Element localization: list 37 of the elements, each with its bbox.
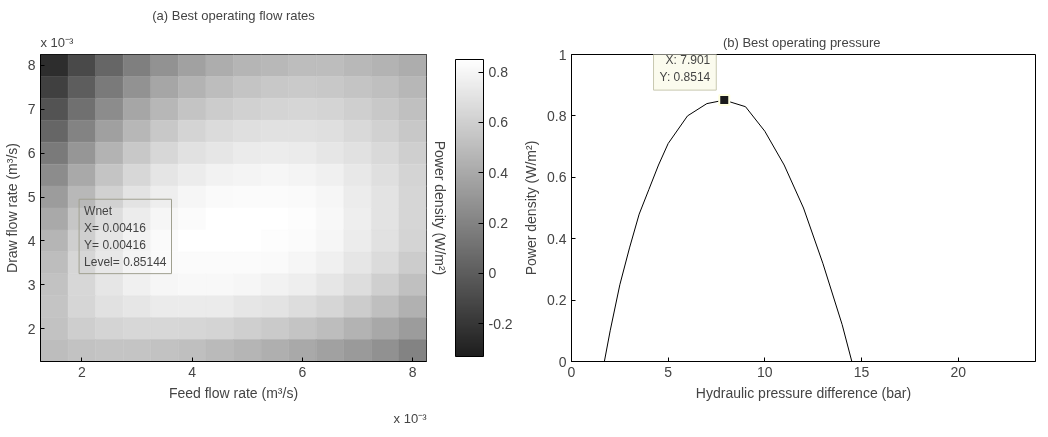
chart-title: (b) Best operating pressure bbox=[722, 34, 881, 50]
y-tick-label: 0.8 bbox=[547, 107, 567, 124]
y-tick-label: 8 bbox=[27, 57, 36, 74]
x-tick-label: 2 bbox=[77, 363, 86, 380]
color-bar-label: 0 bbox=[488, 265, 497, 282]
x-tick-label: 20 bbox=[950, 363, 967, 380]
color-bar-label: 0.6 bbox=[488, 114, 509, 131]
x-tick-label: 5 bbox=[664, 363, 673, 380]
y-axis-title: Power density (W/m²) bbox=[523, 140, 540, 276]
y-tick-label: 0.6 bbox=[547, 169, 567, 186]
y-tick-label: 6 bbox=[27, 145, 36, 162]
chart-title: (a) Best operating flow rates bbox=[152, 7, 316, 23]
color-bar-label: 0.4 bbox=[488, 164, 509, 181]
y-tick-label: 7 bbox=[27, 101, 36, 118]
color-bar-title: Power density (W/m²) bbox=[431, 140, 448, 276]
y-tick-label: 0.2 bbox=[547, 292, 567, 309]
y-tick-label: 1 bbox=[558, 46, 567, 63]
x-tick-label: 4 bbox=[188, 363, 197, 380]
annotation: X: 7.901 Y: 0.8514 bbox=[659, 53, 711, 85]
x-axis-title: Hydraulic pressure difference (bar) bbox=[695, 384, 912, 401]
y-tick-label: 0.4 bbox=[547, 230, 567, 247]
y-tick-label: 4 bbox=[27, 232, 36, 249]
y-tick-label: 5 bbox=[27, 189, 36, 206]
color-bar-label: -0.2 bbox=[488, 315, 513, 332]
y-axis-title: Draw flow rate (m³/s) bbox=[3, 143, 20, 273]
text: x 10⁻³ bbox=[40, 34, 75, 50]
y-tick-label: 3 bbox=[27, 276, 36, 293]
x-axis-title: Feed flow rate (m³/s) bbox=[168, 384, 299, 401]
color-bar-label: 0.2 bbox=[488, 215, 509, 232]
x-tick-label: 10 bbox=[757, 363, 773, 380]
annotation: Wnet X= 0.00416 Y= 0.00416 Level= 0.85144 bbox=[84, 204, 167, 269]
text: x 10⁻³ bbox=[393, 410, 428, 426]
x-tick-label: 6 bbox=[298, 363, 307, 380]
y-tick-label: 2 bbox=[27, 320, 36, 337]
x-tick-label: 8 bbox=[408, 363, 417, 380]
color-bar-label: 0.8 bbox=[488, 64, 509, 81]
x-tick-label: 15 bbox=[853, 363, 870, 380]
